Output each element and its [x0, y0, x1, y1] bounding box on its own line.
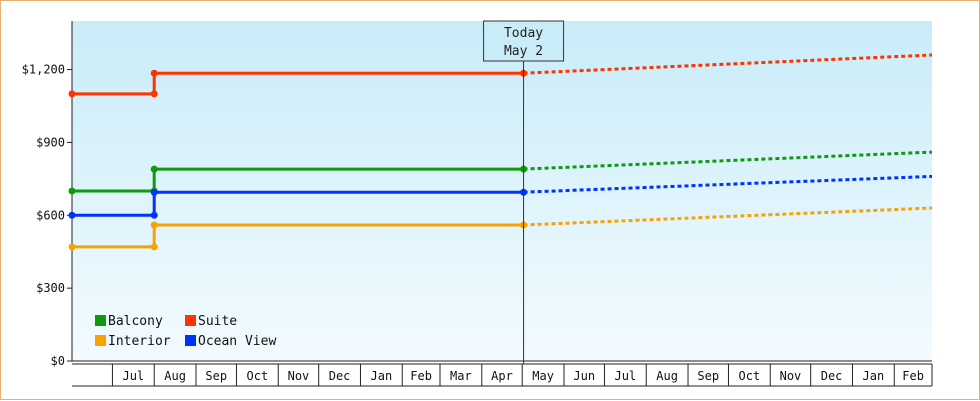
x-month-label: Oct — [739, 369, 761, 383]
series-suite-forecast — [523, 53, 933, 75]
y-tick-label: $1,200 — [22, 63, 65, 77]
x-month-label: Apr — [491, 369, 513, 383]
series-interior-history — [72, 223, 524, 249]
x-month-label: Nov — [288, 369, 310, 383]
legend-label-ocean-view: Ocean View — [198, 334, 276, 349]
legend-swatch-suite — [185, 315, 196, 326]
x-month-label: Jul — [122, 369, 144, 383]
x-month-label: Dec — [329, 369, 351, 383]
series-interior-forecast — [523, 206, 933, 227]
x-month-label: Jul — [614, 369, 636, 383]
x-month-label: Jun — [573, 369, 595, 383]
x-month-label: Aug — [656, 369, 678, 383]
legend: Balcony Interior Suite Ocean View — [95, 314, 276, 349]
y-tick-label: $900 — [36, 135, 65, 149]
series-suite-point — [68, 90, 76, 98]
series-ocean-view-point — [150, 211, 158, 219]
x-month-label: Mar — [450, 369, 472, 383]
x-month-label: Feb — [410, 369, 432, 383]
legend-swatch-balcony — [95, 315, 106, 326]
series-balcony-forecast — [523, 150, 933, 171]
today-date: May 2 — [504, 44, 543, 59]
legend-swatch-interior — [95, 335, 106, 346]
x-month-label: Nov — [780, 369, 802, 383]
series-ocean-view-point — [150, 188, 158, 196]
legend-label-suite: Suite — [198, 314, 237, 329]
axes: $0 $300 $600 $900 $1,200 Jul Aug Sep Oct Nov Dec Ja… — [22, 21, 933, 387]
today-box — [483, 20, 565, 62]
legend-label-balcony: Balcony — [108, 314, 163, 329]
series-suite-point — [150, 90, 158, 98]
series-ocean-view-forecast — [523, 174, 933, 194]
x-month-label: Feb — [902, 369, 924, 383]
series-interior-point — [150, 221, 158, 229]
legend-label-interior: Interior — [108, 334, 171, 349]
x-month-label: Sep — [697, 369, 719, 383]
y-tick-label: $0 — [51, 354, 65, 368]
y-tick-label: $600 — [36, 208, 65, 222]
series-lines — [68, 53, 933, 251]
x-month-label: Jan — [863, 369, 885, 383]
series-suite-history — [72, 71, 524, 96]
x-month-label: Dec — [821, 369, 843, 383]
series-balcony-history — [72, 167, 524, 193]
x-month-label: Sep — [205, 369, 227, 383]
x-month-label: May — [532, 369, 554, 383]
legend-swatch-ocean-view — [185, 335, 196, 346]
series-interior-point — [150, 243, 158, 251]
y-tick-label: $300 — [36, 281, 65, 295]
series-ocean-view-point — [68, 211, 76, 219]
x-month-label: Jan — [371, 369, 393, 383]
series-interior-point — [68, 243, 76, 251]
series-balcony-point — [68, 187, 76, 195]
series-suite-point — [150, 69, 158, 77]
today-label: Today — [504, 26, 543, 41]
x-month-label: Aug — [164, 369, 186, 383]
series-balcony-point — [150, 165, 158, 173]
today-marker: Today May 2 — [483, 20, 565, 364]
series-ocean-view-history — [72, 190, 524, 217]
x-month-label: Oct — [247, 369, 269, 383]
